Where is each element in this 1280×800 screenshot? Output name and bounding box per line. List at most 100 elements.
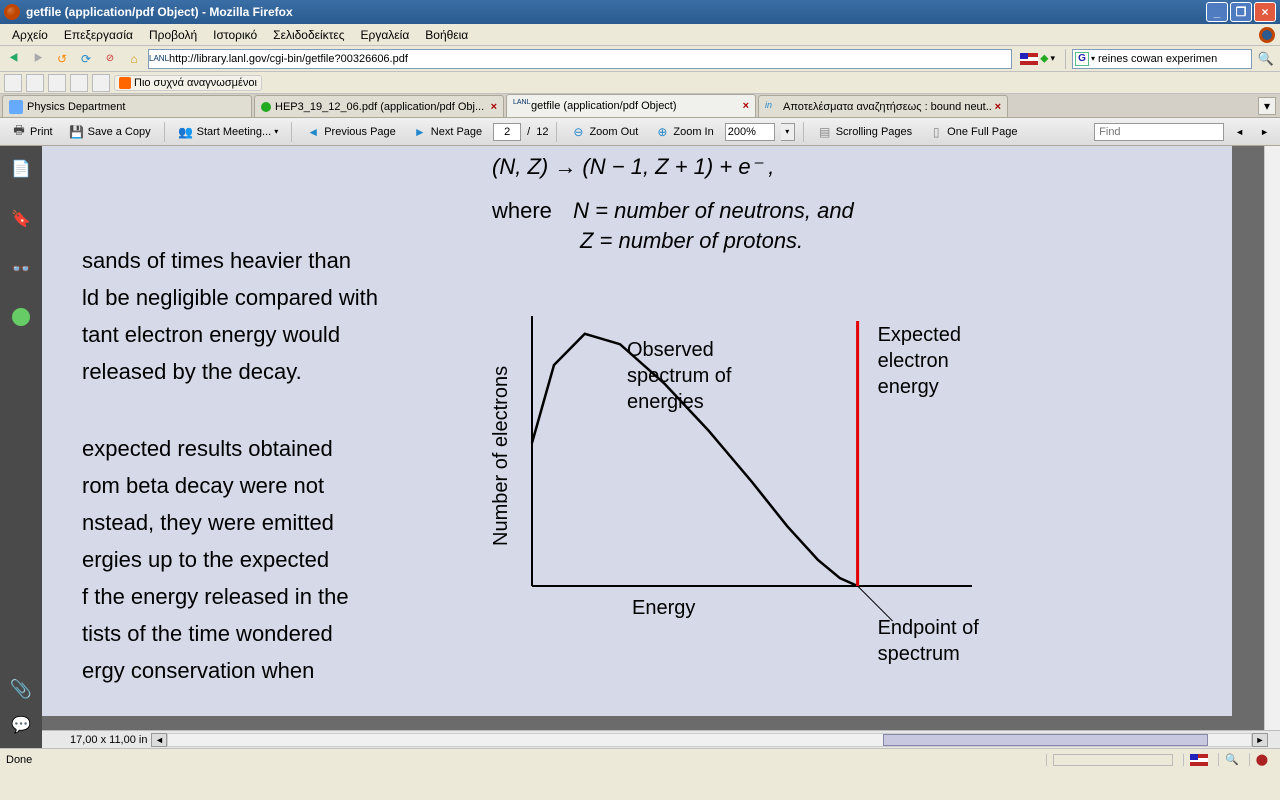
pdf-print-button[interactable]: 🖶Print [6,121,58,143]
url-bar[interactable]: LANL http://library.lanl.gov/cgi-bin/get… [148,49,1012,69]
pdf-sidepanel: 📄 🔖 👓 📎 💬 [0,146,42,748]
pdf-find-next-button[interactable]: ► [1255,124,1274,140]
flag-us-icon [1190,754,1208,766]
tab-list-button[interactable]: ▾ [1258,97,1276,115]
status-zoom-icon[interactable]: 🔍 [1218,753,1245,766]
bm-icon-3[interactable] [48,74,66,92]
tab-label: getfile (application/pdf Object) [531,100,739,112]
status-proxy-icon[interactable]: ⬤ [1249,753,1274,766]
bookmarks-panel-icon[interactable]: 🔖 [10,208,32,230]
pdf-find-input[interactable] [1094,123,1224,141]
pdf-status-bar: 17,00 x 11,00 in ◄ ► [42,730,1280,748]
pdf-zoom-dropdown[interactable]: ▾ [781,123,795,141]
menu-help[interactable]: Βοήθεια [417,26,476,44]
rss-icon [119,77,131,89]
menu-bookmarks[interactable]: Σελιδοδείκτες [265,26,352,44]
svg-text:spectrum of: spectrum of [627,365,732,387]
pdf-onefull-button[interactable]: ▯One Full Page [923,121,1022,143]
window-minimize-button[interactable]: _ [1206,2,1228,22]
pdf-scrolling-label: Scrolling Pages [836,126,912,138]
tab-label: HEP3_19_12_06.pdf (application/pdf Obj..… [275,101,487,113]
back-button[interactable]: ⯇ [4,49,24,69]
pages-panel-icon[interactable]: 📄 [10,158,32,180]
google-icon: G [1075,52,1089,66]
menu-history[interactable]: Ιστορικό [205,26,265,44]
search-dropdown-icon[interactable]: ▾ [1091,54,1095,63]
horizontal-scrollbar[interactable]: ◄ ► [151,733,1268,747]
firefox-icon [4,4,20,20]
bm-icon-4[interactable] [70,74,88,92]
pdf-zoomout-button[interactable]: ⊖Zoom Out [565,121,643,143]
tab-label: Physics Department [27,101,125,113]
tab-close-icon[interactable]: × [491,101,497,113]
menubar: Αρχείο Επεξεργασία Προβολή Ιστορικό Σελι… [0,24,1280,46]
vertical-scrollbar[interactable] [1264,146,1280,730]
pdf-zoomin-button[interactable]: ⊕Zoom In [649,121,718,143]
pdf-meeting-button[interactable]: 👥Start Meeting...▾ [173,121,284,143]
firefox-throbber-icon [1258,26,1276,44]
pdf-find-prev-button[interactable]: ◄ [1230,124,1249,140]
print-icon: 🖶 [11,124,27,140]
pdf-onefull-label: One Full Page [947,126,1017,138]
titlebar: getfile (application/pdf Object) - Mozil… [0,0,1280,24]
hscroll-track[interactable] [167,733,1252,747]
tab-close-icon[interactable]: × [995,101,1001,113]
svg-text:Energy: Energy [632,597,695,619]
menu-edit[interactable]: Επεξεργασία [56,26,141,44]
attachments-icon[interactable]: 📎 [10,678,32,700]
search-panel-icon[interactable]: 👓 [10,258,32,280]
tab-physics[interactable]: Physics Department [2,95,252,117]
pdf-next-button[interactable]: ►Next Page [407,121,487,143]
tab-getfile[interactable]: LANL getfile (application/pdf Object) × [506,94,756,117]
status-text: Done [6,754,32,766]
doc-where-z: Z = number of protons. [580,228,803,254]
bm-most-read[interactable]: Πιο συχνά αναγνωσμένοι [114,75,262,91]
bm-icon-2[interactable] [26,74,44,92]
save-icon: 💾 [69,124,85,140]
onefull-icon: ▯ [928,124,944,140]
doc-para1: sands of times heavier thanld be negligi… [82,242,378,390]
pdf-zoom-input[interactable] [725,123,775,141]
recent-button[interactable]: ↺ [52,49,72,69]
help-panel-icon[interactable] [12,308,30,326]
doc-para2: expected results obtainedrom beta decay … [82,430,349,689]
comments-icon[interactable]: 💬 [10,714,32,736]
window-close-button[interactable]: × [1254,2,1276,22]
window-title: getfile (application/pdf Object) - Mozil… [26,5,1206,19]
pdf-page-input[interactable] [493,123,521,141]
search-go-button[interactable]: 🔍 [1256,49,1276,69]
tab-results[interactable]: in Αποτελέσματα αναζητήσεως : bound neut… [758,95,1008,117]
pdf-save-button[interactable]: 💾Save a Copy [64,121,156,143]
forward-button[interactable]: ⯈ [28,49,48,69]
svg-text:electron: electron [878,350,949,372]
search-bar[interactable]: G ▾ reines cowan experimen [1072,49,1252,69]
doc-where-z-text: Z = number of protons. [580,228,803,253]
doc-where: where N = number of neutrons, and [492,198,854,224]
menu-file[interactable]: Αρχείο [4,26,56,44]
pdf-meeting-label: Start Meeting... [197,126,272,138]
search-text: reines cowan experimen [1098,53,1217,65]
pdf-print-label: Print [30,126,53,138]
reload-button[interactable]: ⟳ [76,49,96,69]
pdf-prev-label: Previous Page [324,126,396,138]
menu-view[interactable]: Προβολή [141,26,205,44]
pdf-prev-button[interactable]: ◄Previous Page [300,121,401,143]
tab-hep3[interactable]: HEP3_19_12_06.pdf (application/pdf Obj..… [254,95,504,117]
next-icon: ► [412,124,428,140]
flag-dropdown-icon[interactable]: ▾ [1050,53,1055,64]
bm-icon-1[interactable] [4,74,22,92]
menu-tools[interactable]: Εργαλεία [353,26,418,44]
hscroll-left-button[interactable]: ◄ [151,733,167,747]
tab-close-icon[interactable]: × [743,100,749,112]
scrolling-icon: ▤ [817,124,833,140]
url-text: http://library.lanl.gov/cgi-bin/getfile?… [169,53,408,65]
main-area: 📄 🔖 👓 📎 💬 (N, Z) → (N − 1, Z + 1) + e⁻ ,… [0,146,1280,748]
pdf-scrolling-button[interactable]: ▤Scrolling Pages [812,121,917,143]
hscroll-thumb[interactable] [883,734,1208,746]
window-maximize-button[interactable]: ❐ [1230,2,1252,22]
stop-button[interactable]: ⊘ [100,49,120,69]
document-viewport[interactable]: (N, Z) → (N − 1, Z + 1) + e⁻ , where N =… [42,146,1280,748]
bm-icon-5[interactable] [92,74,110,92]
hscroll-right-button[interactable]: ► [1252,733,1268,747]
home-button[interactable]: ⌂ [124,49,144,69]
